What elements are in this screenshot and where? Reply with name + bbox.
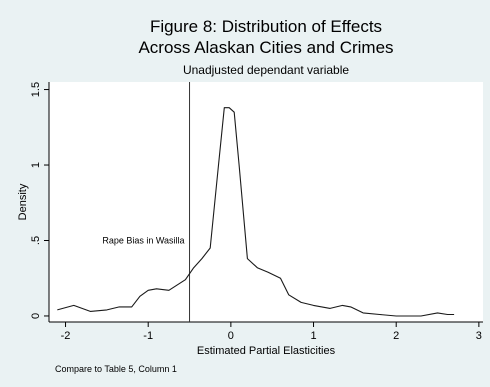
chart-subtitle: Unadjusted dependant variable: [183, 63, 349, 77]
chart-title-line2: Across Alaskan Cities and Crimes: [138, 38, 393, 57]
y-tick-label: 1: [30, 162, 42, 168]
x-tick-label: -1: [143, 330, 153, 342]
density-line: [57, 107, 455, 317]
y-tick-label: .5: [30, 236, 42, 245]
x-tick-label: 3: [476, 330, 482, 342]
x-axis-ticks: -2 -1 0 1 2 3: [61, 322, 482, 342]
chart-title-line1: Figure 8: Distribution of Effects: [150, 17, 382, 36]
x-tick-label: -2: [61, 330, 71, 342]
y-axis-label: Density: [17, 183, 29, 220]
x-tick-label: 0: [228, 330, 234, 342]
x-tick-label: 2: [393, 330, 399, 342]
plot-area: [49, 82, 483, 322]
y-axis-ticks: 0 .5 1 1.5: [30, 82, 49, 319]
series-group: [57, 107, 455, 317]
x-axis-label: Estimated Partial Elasticities: [197, 345, 336, 357]
reference-line-label: Rape Bias in Wasilla: [102, 236, 184, 246]
y-tick-label: 1.5: [30, 82, 42, 97]
chart-note: Compare to Table 5, Column 1: [55, 364, 177, 374]
x-tick-label: 1: [310, 330, 316, 342]
y-tick-label: 0: [30, 313, 42, 319]
